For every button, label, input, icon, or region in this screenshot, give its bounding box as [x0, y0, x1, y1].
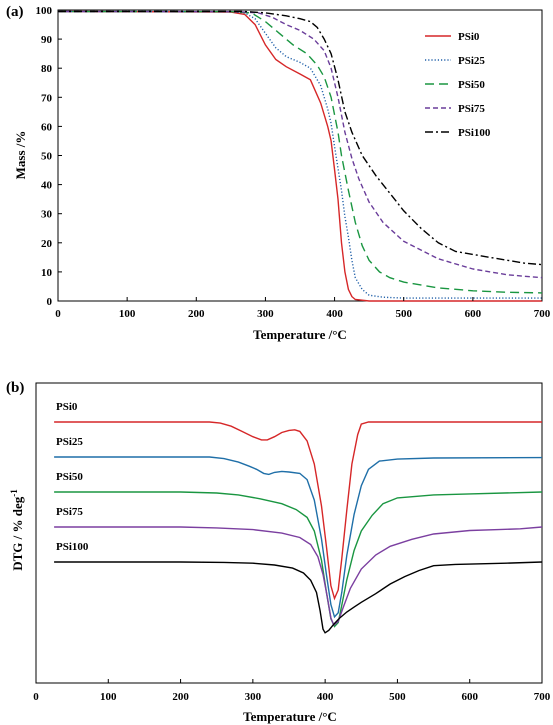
- dtg-line-psi0: [54, 421, 542, 601]
- panel-a-label: (a): [6, 4, 24, 20]
- series-line-psi50: [57, 10, 543, 294]
- x-tick-label: 500: [395, 308, 412, 320]
- dtg-label-psi0: PSi0: [56, 401, 78, 413]
- panel-a-y-ticks: 0 10 20 30 40 50 60 70 80 90 100: [36, 5, 62, 308]
- panel-a-x-axis-title: Temperature /°C: [253, 327, 347, 342]
- x-tick-label: 700: [534, 691, 551, 703]
- y-tick-label: 40: [41, 180, 53, 192]
- dtg-line-psi25: [54, 456, 543, 619]
- dtg-label-psi25: PSi25: [56, 436, 83, 448]
- x-tick-label: 200: [188, 308, 205, 320]
- panel-b-label: (b): [6, 380, 24, 396]
- y-tick-label: 60: [41, 121, 53, 133]
- x-tick-label: 200: [172, 691, 189, 703]
- x-tick-label: 0: [33, 691, 39, 703]
- y-tick-label: 50: [41, 151, 53, 163]
- dtg-label-psi50: PSi50: [56, 471, 83, 483]
- series-line-psi100: [58, 10, 543, 266]
- panel-b-curve-labels: PSi0 PSi25 PSi50 PSi75 PSi100: [56, 401, 89, 553]
- panel-b-y-axis-title-main: DTG / % deg: [10, 496, 25, 571]
- x-tick-label: 300: [257, 308, 274, 320]
- legend-label-psi100: PSi100: [458, 127, 491, 139]
- x-tick-label: 400: [317, 691, 334, 703]
- y-tick-label: 30: [41, 209, 53, 221]
- panel-a-legend: PSi0 PSi25 PSi50 PSi75 PSi100: [425, 31, 491, 139]
- panel-b-x-ticks: 0 100 200 300 400 500 600 700: [33, 679, 551, 703]
- x-tick-label: 400: [326, 308, 343, 320]
- y-tick-label: 90: [41, 34, 53, 46]
- panel-a-y-axis-title: Mass /%: [13, 131, 28, 180]
- dtg-line-psi75: [54, 526, 543, 627]
- panel-b-y-axis-title: DTG / % deg-1: [9, 489, 25, 571]
- legend-label-psi0: PSi0: [458, 31, 480, 43]
- panel-a-curves: [57, 10, 543, 302]
- series-line-psi0: [57, 10, 542, 302]
- y-tick-label: 20: [41, 238, 53, 250]
- panel-b-y-axis-title-sup: -1: [9, 489, 19, 497]
- x-tick-label: 100: [100, 691, 117, 703]
- legend-label-psi75: PSi75: [458, 103, 485, 115]
- panel-b-frame: [35, 382, 543, 684]
- x-tick-label: 600: [461, 691, 478, 703]
- y-tick-label: 80: [41, 63, 53, 75]
- legend-label-psi50: PSi50: [458, 79, 485, 91]
- panel-a-frame: [57, 9, 543, 302]
- panel-b-curves: [54, 421, 543, 634]
- x-tick-label: 500: [389, 691, 406, 703]
- y-tick-label: 0: [47, 296, 53, 308]
- dtg-line-psi50: [54, 491, 543, 628]
- legend-label-psi25: PSi25: [458, 55, 485, 67]
- x-tick-label: 700: [534, 308, 551, 320]
- panel-b-x-axis-title: Temperature /°C: [243, 709, 337, 724]
- y-tick-label: 100: [36, 5, 53, 17]
- y-tick-label: 10: [41, 267, 53, 279]
- series-line-psi75: [57, 10, 543, 279]
- x-tick-label: 0: [55, 308, 61, 320]
- y-tick-label: 70: [41, 92, 53, 104]
- dtg-label-psi75: PSi75: [56, 506, 83, 518]
- panel-a-x-ticks: 0 100 200 300 400 500 600 700: [55, 297, 551, 320]
- dtg-line-psi100: [54, 561, 543, 634]
- dtg-label-psi100: PSi100: [56, 541, 89, 553]
- x-tick-label: 300: [245, 691, 262, 703]
- x-tick-label: 600: [465, 308, 482, 320]
- x-tick-label: 100: [119, 308, 136, 320]
